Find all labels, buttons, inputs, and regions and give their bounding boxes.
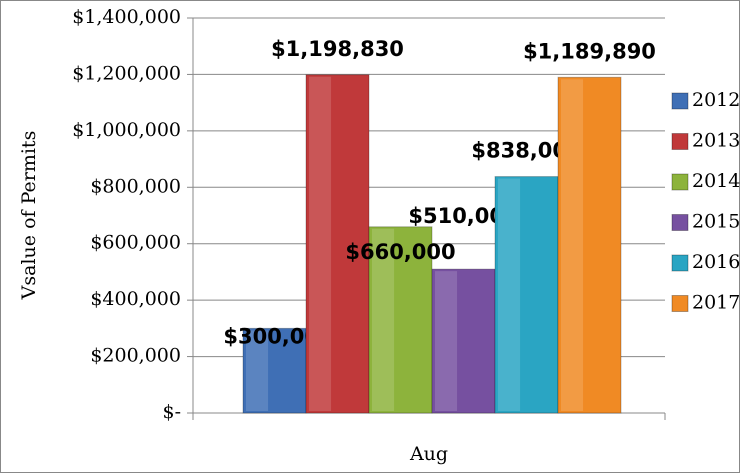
bar-highlight [309,76,332,412]
legend-label: 2013 [692,130,740,152]
data-label: $1,198,830 [271,37,404,61]
bar-highlight [498,178,521,411]
bar [494,176,559,414]
bar [368,226,433,414]
bar [242,327,307,414]
bar [557,76,622,414]
y-tick-label: $1,200,000 [72,62,181,84]
bar [305,74,370,414]
legend-swatch [671,92,689,110]
data-label: $660,000 [345,240,455,264]
legend-swatch [671,173,689,191]
legend-label: 2012 [692,89,740,111]
y-tick-label: $600,000 [90,232,181,254]
bar-highlight [246,330,269,411]
y-tick-label: $400,000 [90,288,181,310]
bar-highlight [561,79,584,411]
y-tick-label: $800,000 [90,175,181,197]
legend-label: 2017 [692,292,740,314]
bar-highlight [435,271,458,411]
y-tick-label: $1,400,000 [72,6,181,28]
y-tick-label: $- [162,401,181,423]
legend-swatch [671,133,689,150]
legend-swatch [671,254,689,272]
y-tick-label: $200,000 [90,345,181,367]
legend-swatch [671,295,689,312]
data-label: $1,189,890 [523,39,656,63]
legend-label: 2016 [692,251,740,273]
y-tick-label: $1,000,000 [72,119,181,141]
bar [431,268,496,414]
bar-highlight [372,228,395,411]
legend-label: 2014 [692,170,740,192]
y-axis-label: Vsalue of Permits [18,131,40,301]
legend-swatch [671,214,689,231]
x-tick-label: Aug [409,443,448,465]
legend-label: 2015 [692,211,740,233]
